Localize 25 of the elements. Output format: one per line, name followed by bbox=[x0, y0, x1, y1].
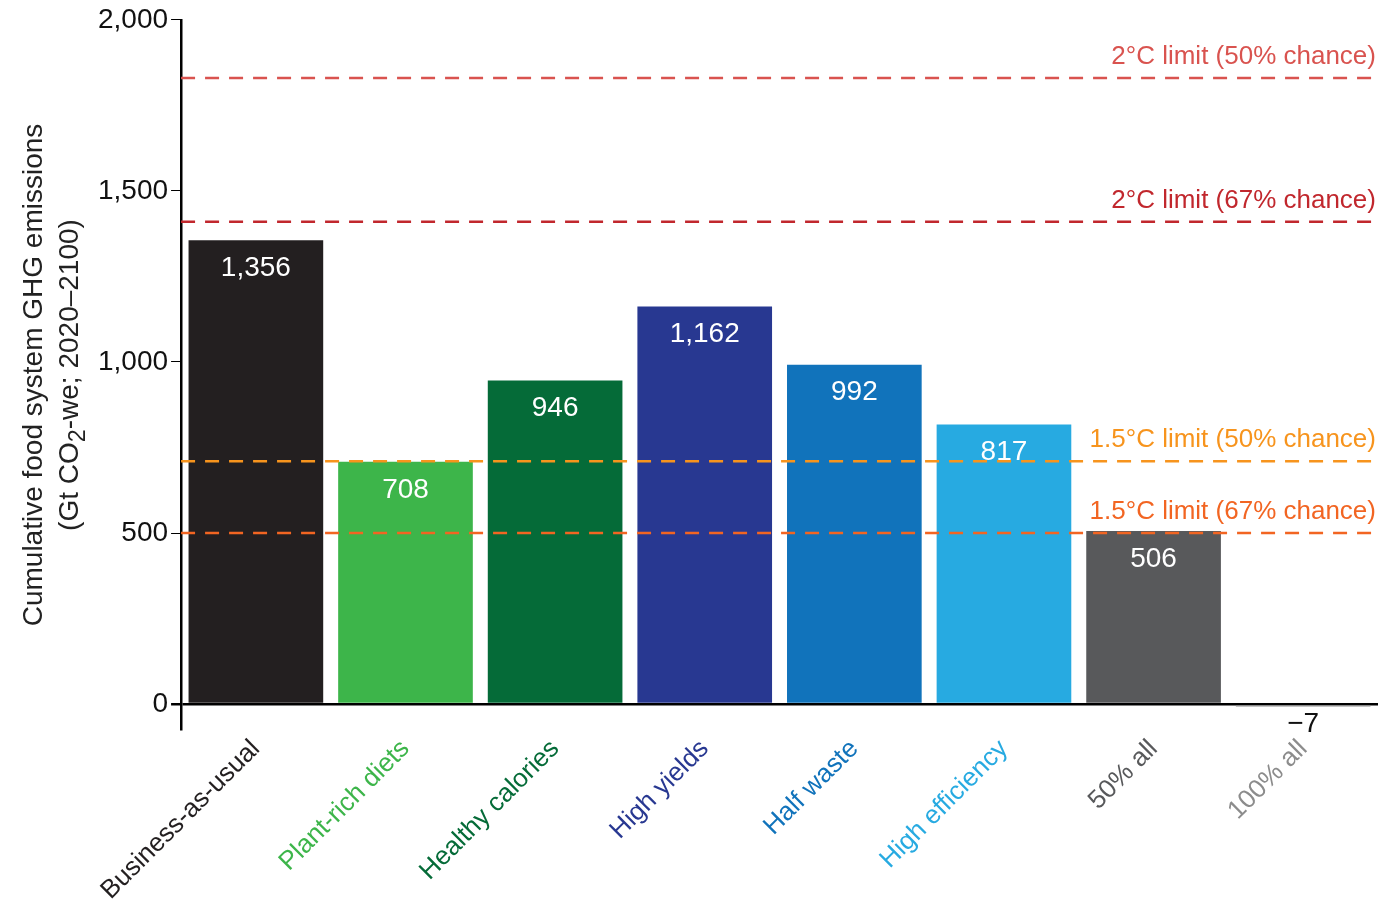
data-label: −7 bbox=[1287, 707, 1320, 739]
y-tick-label: 2,000 bbox=[97, 2, 169, 34]
data-label: 1,162 bbox=[669, 317, 740, 349]
bar bbox=[637, 306, 773, 703]
bar bbox=[338, 461, 473, 703]
data-label: 946 bbox=[531, 391, 579, 423]
y-tick-label: 1,500 bbox=[97, 173, 169, 205]
ref-line-label: 1.5°C limit (67% chance) bbox=[1089, 495, 1376, 526]
bar bbox=[487, 380, 623, 703]
ref-line-label: 1.5°C limit (50% chance) bbox=[1089, 423, 1376, 454]
data-label: 1,356 bbox=[220, 250, 291, 282]
ref-line-label: 2°C limit (67% chance) bbox=[1111, 183, 1376, 214]
bar bbox=[188, 240, 324, 703]
data-label: 817 bbox=[980, 435, 1028, 467]
bar bbox=[1086, 530, 1221, 703]
bar bbox=[787, 364, 922, 703]
data-label: 992 bbox=[830, 375, 878, 407]
y-tick-label: 0 bbox=[152, 686, 169, 718]
x-tick-label: 50% all bbox=[1081, 732, 1163, 815]
bar bbox=[936, 424, 1072, 703]
data-label: 708 bbox=[382, 472, 429, 504]
ref-line-label: 2°C limit (50% chance) bbox=[1111, 40, 1376, 71]
y-tick-label: 1,000 bbox=[97, 344, 169, 376]
y-tick-label: 500 bbox=[121, 515, 169, 547]
data-label: 506 bbox=[1130, 541, 1177, 573]
